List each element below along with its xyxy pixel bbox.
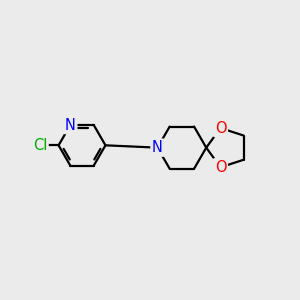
Text: Cl: Cl [33, 138, 47, 153]
Text: O: O [215, 121, 226, 136]
Text: N: N [65, 118, 76, 133]
Text: O: O [215, 160, 226, 175]
Text: N: N [152, 140, 163, 155]
